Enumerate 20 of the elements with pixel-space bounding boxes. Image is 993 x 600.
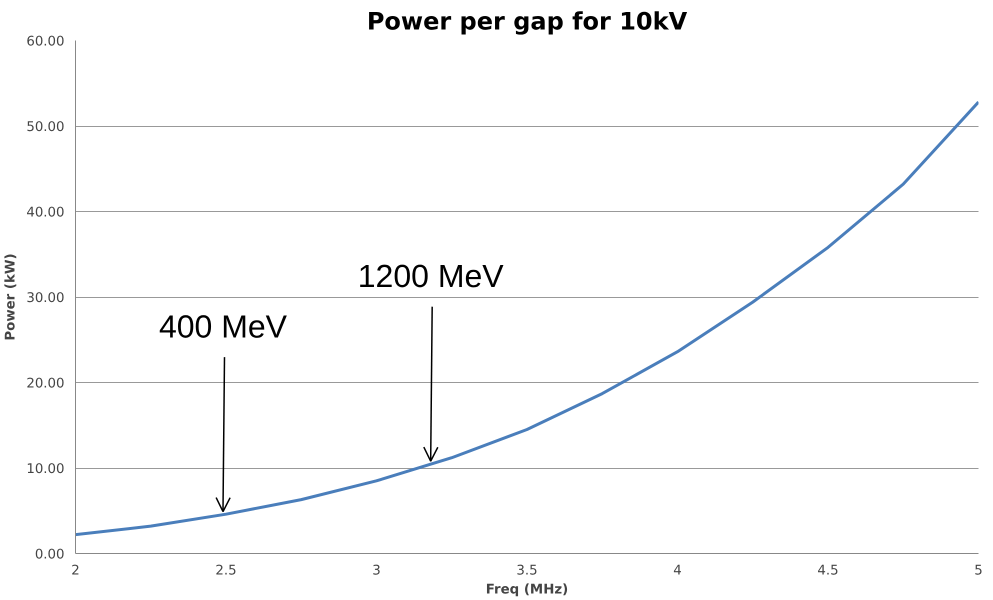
y-tick-label: 0.00	[34, 548, 65, 562]
y-tick-label: 10.00	[26, 462, 64, 477]
x-tick-label: 3.5	[516, 564, 538, 578]
y-tick-label: 50.00	[26, 120, 64, 135]
y-tick-label: 40.00	[26, 206, 64, 220]
x-tick-label: 5	[974, 564, 983, 578]
annotation: 1200 MeV	[358, 258, 504, 294]
y-axis-title: Power (kW)	[3, 253, 18, 341]
y-tick-label: 20.00	[26, 376, 64, 392]
x-tick-label: 3	[372, 564, 381, 578]
chart-title: Power per gap for 10kV	[366, 8, 688, 36]
x-tick-label: 4	[673, 564, 682, 578]
y-tick-label: 30.00	[26, 291, 64, 306]
x-tick-label: 2.5	[215, 564, 237, 578]
y-tick-label: 60.00	[26, 34, 64, 50]
x-tick-label: 4.5	[817, 564, 839, 578]
x-tick-label: 2	[71, 564, 80, 578]
annotation: 400 MeV	[158, 308, 288, 344]
line-series	[76, 100, 978, 536]
x-axis-title: Freq (MHz)	[486, 582, 568, 598]
